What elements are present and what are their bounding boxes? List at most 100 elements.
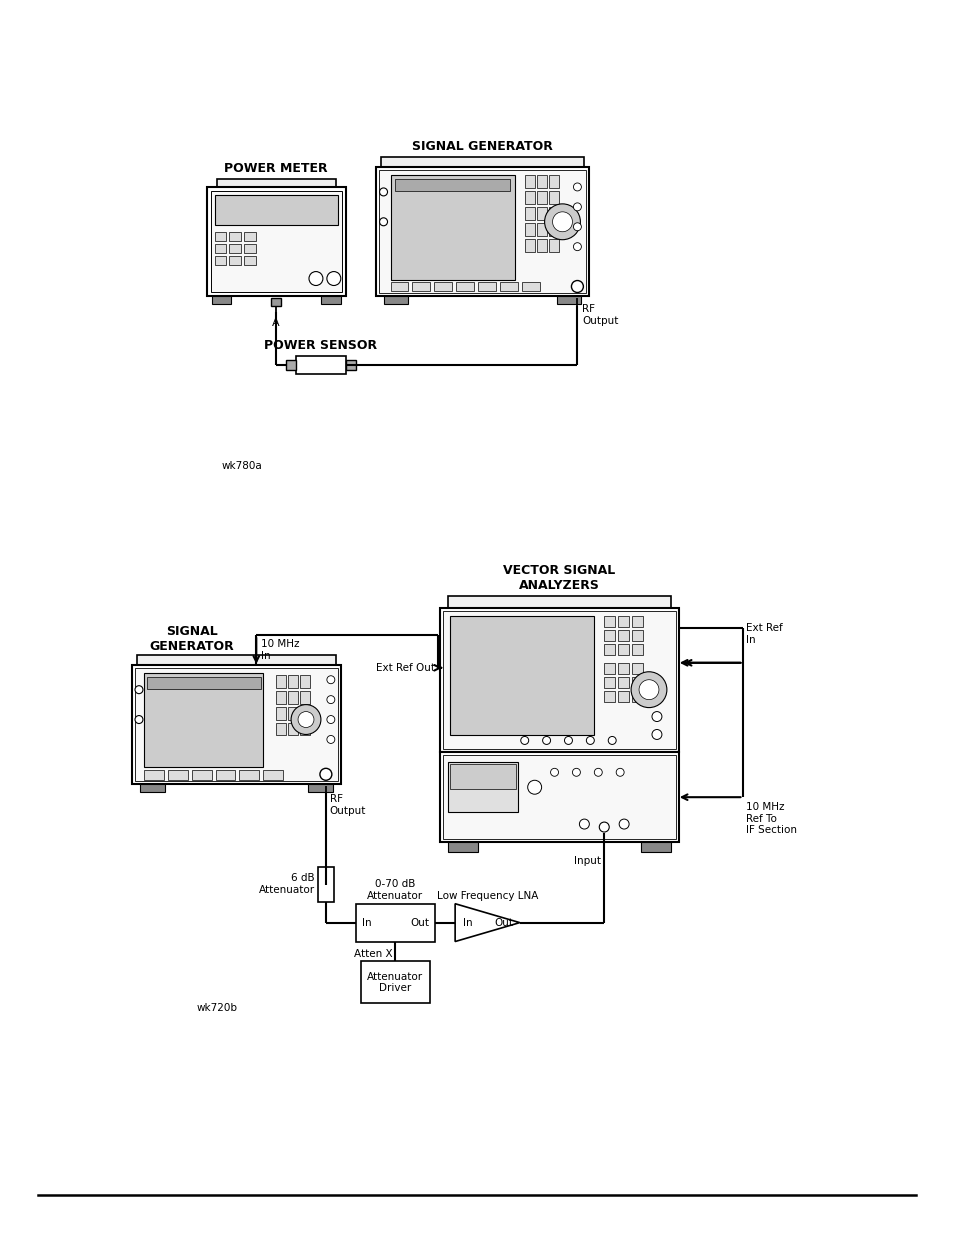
Bar (524, 191, 534, 204)
Bar (524, 206, 534, 220)
Circle shape (608, 736, 616, 745)
Bar (632, 616, 642, 627)
Circle shape (544, 204, 579, 240)
Bar (632, 677, 642, 688)
Bar (244, 232, 256, 241)
Bar (618, 677, 628, 688)
Bar (244, 243, 256, 253)
Bar (140, 784, 165, 792)
Circle shape (520, 736, 528, 745)
Bar (524, 175, 534, 188)
Bar (211, 191, 341, 293)
Circle shape (135, 715, 143, 724)
Circle shape (571, 280, 583, 293)
Bar (477, 282, 496, 291)
Bar (214, 232, 226, 241)
Circle shape (542, 736, 550, 745)
Text: wk780a: wk780a (221, 461, 262, 471)
Bar (632, 663, 642, 674)
Bar (448, 597, 670, 613)
Bar (230, 243, 241, 253)
Bar (275, 706, 286, 720)
Text: Out: Out (495, 918, 514, 927)
Bar (537, 222, 546, 236)
Bar (524, 222, 534, 236)
Bar (548, 206, 558, 220)
Text: 6 dB
Attenuator: 6 dB Attenuator (258, 873, 314, 894)
Bar (263, 771, 283, 781)
Bar (192, 771, 212, 781)
Bar (395, 179, 509, 191)
Circle shape (573, 183, 580, 191)
Bar (603, 663, 615, 674)
Bar (603, 643, 615, 655)
Bar (548, 175, 558, 188)
Bar (537, 238, 546, 252)
Bar (618, 616, 628, 627)
Circle shape (573, 243, 580, 251)
Bar (230, 232, 241, 241)
Bar (214, 243, 226, 253)
Bar (375, 167, 589, 296)
Bar (144, 673, 263, 767)
Bar (412, 282, 430, 291)
Circle shape (327, 676, 335, 684)
Bar (456, 282, 474, 291)
Bar (603, 677, 615, 688)
Bar (355, 904, 435, 941)
Bar (618, 630, 628, 641)
Circle shape (616, 768, 623, 777)
Bar (448, 762, 517, 813)
Bar (300, 674, 310, 688)
Bar (524, 238, 534, 252)
Text: Attenuator
Driver: Attenuator Driver (367, 972, 423, 993)
Bar (434, 282, 452, 291)
Bar (214, 195, 337, 225)
Text: wk720b: wk720b (196, 1003, 237, 1013)
Text: Ext Ref Out: Ext Ref Out (375, 663, 435, 673)
Bar (548, 238, 558, 252)
Circle shape (586, 736, 594, 745)
Circle shape (598, 823, 609, 832)
Bar (383, 296, 408, 304)
Bar (239, 771, 259, 781)
Bar (537, 191, 546, 204)
Bar (288, 674, 297, 688)
Circle shape (573, 203, 580, 211)
Circle shape (327, 736, 335, 743)
Bar (548, 222, 558, 236)
Circle shape (618, 819, 628, 829)
Text: In: In (462, 918, 472, 927)
Circle shape (572, 768, 579, 777)
Text: POWER SENSOR: POWER SENSOR (264, 340, 377, 352)
Circle shape (309, 272, 322, 285)
Bar (603, 616, 615, 627)
Bar (275, 722, 286, 736)
Circle shape (594, 768, 601, 777)
Circle shape (578, 819, 589, 829)
Bar (244, 256, 256, 264)
Circle shape (135, 685, 143, 694)
Text: RF
Output: RF Output (581, 304, 618, 326)
Bar (390, 175, 515, 279)
Text: 0-70 dB
Attenuator: 0-70 dB Attenuator (367, 879, 423, 900)
Polygon shape (455, 904, 519, 941)
Bar (618, 663, 628, 674)
Bar (212, 296, 232, 304)
Bar (499, 282, 517, 291)
Bar (380, 157, 584, 170)
Circle shape (527, 781, 541, 794)
Bar (443, 756, 675, 839)
Bar (632, 630, 642, 641)
Bar (640, 842, 670, 852)
Circle shape (651, 730, 661, 740)
Bar (144, 771, 164, 781)
Circle shape (327, 715, 335, 724)
Bar (390, 282, 408, 291)
Bar (308, 784, 333, 792)
Bar (300, 706, 310, 720)
Bar (448, 842, 477, 852)
Bar (556, 296, 580, 304)
Bar (632, 643, 642, 655)
Bar (450, 764, 516, 789)
